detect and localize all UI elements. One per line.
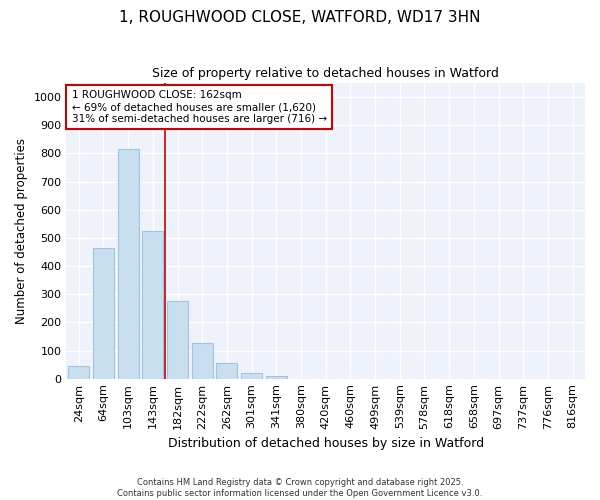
Bar	[93, 248, 114, 378]
Title: Size of property relative to detached houses in Watford: Size of property relative to detached ho…	[152, 68, 499, 80]
X-axis label: Distribution of detached houses by size in Watford: Distribution of detached houses by size …	[167, 437, 484, 450]
Bar	[142, 231, 163, 378]
Text: Contains HM Land Registry data © Crown copyright and database right 2025.
Contai: Contains HM Land Registry data © Crown c…	[118, 478, 482, 498]
Text: 1 ROUGHWOOD CLOSE: 162sqm
← 69% of detached houses are smaller (1,620)
31% of se: 1 ROUGHWOOD CLOSE: 162sqm ← 69% of detac…	[71, 90, 327, 124]
Bar	[118, 149, 139, 378]
Bar	[192, 344, 213, 378]
Text: 1, ROUGHWOOD CLOSE, WATFORD, WD17 3HN: 1, ROUGHWOOD CLOSE, WATFORD, WD17 3HN	[119, 10, 481, 25]
Bar	[167, 302, 188, 378]
Bar	[241, 373, 262, 378]
Bar	[266, 376, 287, 378]
Y-axis label: Number of detached properties: Number of detached properties	[15, 138, 28, 324]
Bar	[217, 363, 238, 378]
Bar	[68, 366, 89, 378]
